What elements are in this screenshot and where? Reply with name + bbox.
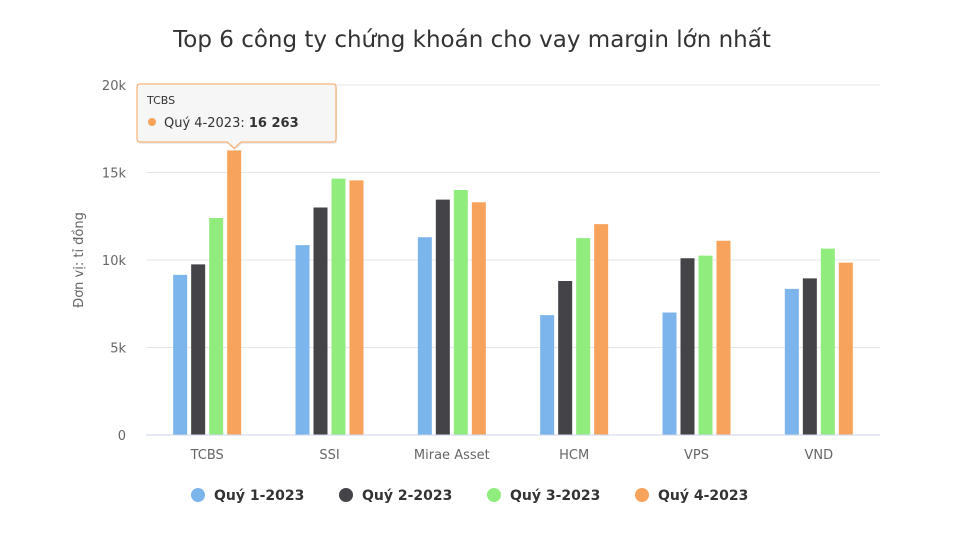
bar-hcm-series-3[interactable] [576,238,591,435]
x-tick-label: SSI [319,448,339,463]
bars [173,150,853,435]
bar-vps-series-3[interactable] [698,255,713,435]
y-tick-label: 5k [110,342,126,357]
y-tick-label: 10k [102,254,127,269]
legend: Quý 1-2023 Quý 2-2023 Quý 3-2023 Quý 4-2023 [191,488,748,504]
y-axis-ticks: 0 5k 10k 15k 20k [102,79,127,444]
legend-label: Quý 2-2023 [362,488,452,504]
tooltip-category: TCBS [146,94,175,107]
tooltip-series-marker [148,118,156,126]
legend-marker [487,488,501,502]
tooltip-value: 16 263 [249,116,299,131]
tooltip-series-label: Quý 4-2023: [164,116,249,131]
y-tick-label: 0 [118,429,126,444]
bar-vps-series-4[interactable] [716,240,731,435]
bar-tcbs-series-1[interactable] [173,274,188,435]
legend-item-3[interactable]: Quý 3-2023 [487,488,600,504]
legend-label: Quý 4-2023 [658,488,748,504]
y-tick-label: 15k [102,167,127,182]
bar-mirae-asset-series-3[interactable] [453,190,468,435]
chart-title: Top 6 công ty chứng khoán cho vay margin… [172,27,771,53]
y-axis-label: Đơn vị: tỉ đồng [72,212,87,308]
tooltip: TCBS Quý 4-2023: 16 263 [136,83,337,151]
bar-vps-series-2[interactable] [680,258,695,435]
x-tick-label: Mirae Asset [414,448,490,463]
bar-tcbs-series-4[interactable] [227,150,242,435]
legend-label: Quý 3-2023 [510,488,600,504]
tooltip-value-line: Quý 4-2023: 16 263 [164,116,299,131]
legend-item-1[interactable]: Quý 1-2023 [191,488,304,504]
legend-label: Quý 1-2023 [214,488,304,504]
bar-mirae-asset-series-1[interactable] [417,237,432,435]
x-tick-label: TCBS [190,448,224,463]
bar-hcm-series-4[interactable] [594,224,609,435]
bar-tcbs-series-3[interactable] [209,218,224,435]
legend-item-2[interactable]: Quý 2-2023 [339,488,452,504]
bar-ssi-series-2[interactable] [313,207,328,436]
bar-mirae-asset-series-2[interactable] [435,199,450,435]
x-tick-label: VPS [684,448,709,463]
bar-hcm-series-1[interactable] [540,315,555,435]
bar-tcbs-series-2[interactable] [191,264,206,435]
y-tick-label: 20k [102,79,127,94]
bar-vnd-series-1[interactable] [784,288,799,435]
bar-ssi-series-4[interactable] [349,180,364,435]
x-axis-ticks: TCBS SSI Mirae Asset HCM VPS VND [190,448,834,463]
legend-marker [191,488,205,502]
legend-marker [339,488,353,502]
x-tick-label: VND [805,448,834,463]
bar-vnd-series-3[interactable] [820,248,835,435]
bar-vnd-series-2[interactable] [802,278,817,435]
bar-ssi-series-3[interactable] [331,178,346,435]
legend-item-4[interactable]: Quý 4-2023 [635,488,748,504]
bar-hcm-series-2[interactable] [558,281,573,435]
bar-mirae-asset-series-4[interactable] [471,202,486,435]
bar-vps-series-1[interactable] [662,312,677,436]
x-tick-label: HCM [559,448,589,463]
legend-marker [635,488,649,502]
bar-vnd-series-4[interactable] [838,262,853,435]
bar-ssi-series-1[interactable] [295,245,310,435]
tooltip-box [136,83,337,150]
